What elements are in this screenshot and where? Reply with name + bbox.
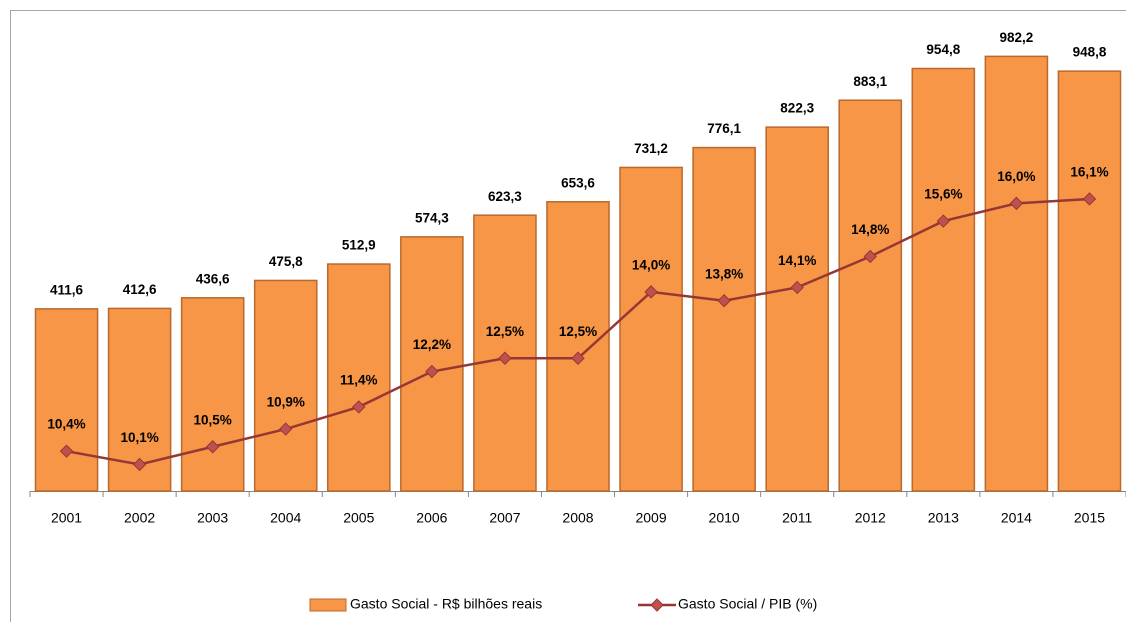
bar-value-label: 436,6: [196, 271, 230, 286]
x-tick-label: 2009: [635, 510, 666, 526]
line-marker: [936, 214, 951, 228]
line-marker: [498, 351, 512, 365]
legend-swatch: [650, 598, 664, 612]
x-tick-label: 2010: [709, 510, 740, 526]
x-tick-label: 2005: [343, 510, 374, 526]
x-tick-label: 2015: [1074, 510, 1105, 526]
bar: [253, 279, 318, 492]
bar: [984, 55, 1049, 492]
line-value-label: 10,9%: [267, 395, 305, 410]
bar-value-label: 731,2: [634, 141, 668, 156]
line-value-label: 16,0%: [997, 169, 1035, 184]
bar-value-label: 822,3: [780, 101, 814, 116]
bar-value-label: 776,1: [707, 121, 741, 136]
line-value-label: 14,8%: [851, 222, 889, 237]
bar: [692, 146, 756, 492]
chart-border: [10, 10, 1126, 622]
line-value-label: 12,2%: [413, 337, 451, 352]
bar-value-label: 653,6: [561, 175, 595, 190]
line-marker: [205, 440, 220, 454]
line-marker: [279, 422, 293, 436]
line-value-label: 14,0%: [632, 257, 670, 272]
x-tick-label: 2013: [928, 510, 959, 526]
x-tick-label: 2008: [562, 510, 593, 526]
legend-label: Gasto Social - R$ bilhões reais: [350, 596, 542, 612]
line-value-label: 10,1%: [120, 430, 158, 445]
bar: [546, 201, 610, 492]
line-value-label: 14,1%: [778, 253, 816, 268]
bar-value-label: 512,9: [342, 238, 376, 253]
bar: [911, 67, 976, 492]
line-marker: [132, 457, 147, 472]
x-tick-label: 2012: [855, 510, 886, 526]
x-tick-label: 2007: [489, 510, 520, 526]
line-value-label: 16,1%: [1070, 165, 1108, 180]
legend-swatch: [309, 598, 347, 612]
line-value-label: 12,5%: [559, 324, 597, 339]
x-tick-label: 2004: [270, 510, 301, 526]
x-tick-label: 2006: [416, 510, 447, 526]
bar-value-label: 574,3: [415, 210, 449, 225]
line-marker: [1082, 192, 1097, 206]
bar-value-label: 948,8: [1073, 45, 1107, 60]
bar: [619, 166, 683, 492]
line-marker: [790, 280, 804, 295]
line-marker: [352, 400, 366, 414]
line-marker: [59, 444, 74, 458]
bar-value-label: 623,3: [488, 189, 522, 204]
x-tick-label: 2014: [1001, 510, 1032, 526]
legend-label: Gasto Social / PIB (%): [678, 596, 817, 612]
x-tick-label: 2002: [124, 510, 155, 526]
bar: [838, 99, 903, 492]
bar-value-label: 982,2: [1000, 30, 1034, 45]
bar: [34, 308, 99, 492]
line-value-label: 11,4%: [340, 372, 378, 387]
bar-value-label: 412,6: [123, 282, 157, 297]
bar-value-label: 475,8: [269, 254, 303, 269]
bar: [400, 236, 464, 492]
line-value-label: 13,8%: [705, 266, 743, 281]
line-marker: [1009, 196, 1024, 211]
line-value-label: 12,5%: [486, 324, 524, 339]
bar: [180, 297, 245, 492]
line-marker: [644, 285, 658, 299]
line-value-label: 10,5%: [194, 412, 232, 427]
x-tick-label: 2011: [782, 510, 812, 526]
x-tick-label: 2001: [51, 510, 82, 526]
line-value-label: 10,4%: [47, 417, 85, 432]
bar-value-label: 883,1: [853, 74, 887, 89]
bar-value-label: 411,6: [50, 282, 84, 297]
line-value-label: 15,6%: [924, 187, 962, 202]
bar-value-label: 954,8: [926, 42, 960, 57]
bar: [326, 263, 391, 492]
line-marker: [717, 294, 731, 308]
line-marker: [863, 249, 877, 264]
line-marker: [425, 364, 439, 379]
bar: [765, 126, 830, 492]
x-tick-label: 2003: [197, 510, 228, 526]
bar: [1057, 70, 1122, 492]
line-marker: [571, 351, 585, 365]
